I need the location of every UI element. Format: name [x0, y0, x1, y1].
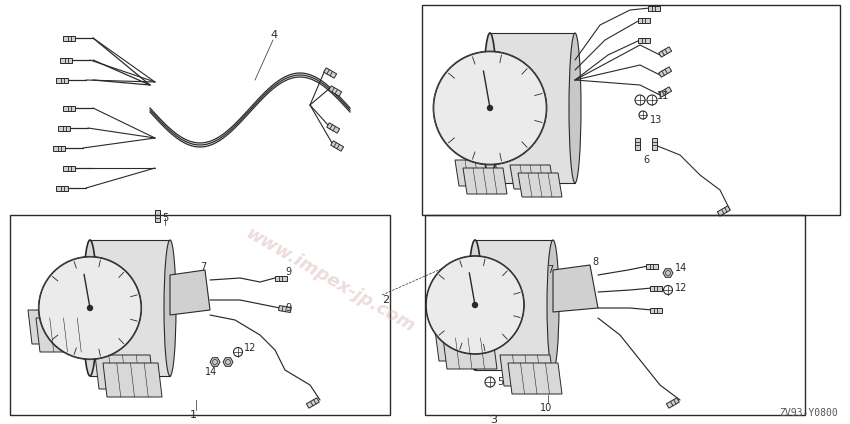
Polygon shape — [63, 165, 75, 170]
Text: 11: 11 — [657, 91, 669, 101]
Text: 5: 5 — [162, 213, 168, 223]
Polygon shape — [156, 210, 161, 222]
Text: 9: 9 — [285, 267, 291, 277]
Text: 10: 10 — [540, 403, 552, 413]
Polygon shape — [443, 338, 497, 369]
Ellipse shape — [164, 240, 176, 376]
Bar — [475, 240, 553, 370]
Polygon shape — [36, 318, 95, 352]
Ellipse shape — [483, 33, 497, 183]
Polygon shape — [170, 270, 210, 315]
Polygon shape — [455, 160, 499, 186]
Text: 6: 6 — [643, 155, 649, 165]
Text: 7: 7 — [547, 265, 553, 275]
Bar — [422, 5, 840, 215]
Polygon shape — [223, 358, 233, 366]
Polygon shape — [659, 87, 672, 97]
Polygon shape — [666, 398, 679, 408]
Polygon shape — [508, 363, 562, 394]
Polygon shape — [306, 398, 320, 408]
Ellipse shape — [569, 33, 581, 183]
Text: 5: 5 — [497, 377, 503, 387]
Polygon shape — [638, 37, 650, 42]
Polygon shape — [95, 355, 154, 389]
Text: 9: 9 — [285, 303, 291, 313]
Polygon shape — [63, 36, 75, 41]
Polygon shape — [103, 363, 162, 397]
Circle shape — [39, 257, 141, 359]
Text: 13: 13 — [650, 115, 662, 125]
Text: 2: 2 — [382, 295, 389, 305]
Polygon shape — [324, 68, 337, 78]
Polygon shape — [636, 138, 641, 150]
Text: 3: 3 — [490, 415, 497, 424]
Polygon shape — [650, 285, 662, 290]
Text: 8: 8 — [592, 257, 598, 267]
Circle shape — [88, 306, 93, 310]
Ellipse shape — [547, 240, 559, 370]
Polygon shape — [717, 206, 730, 216]
Polygon shape — [435, 330, 489, 361]
Polygon shape — [648, 6, 660, 11]
Circle shape — [434, 52, 547, 164]
Text: 7: 7 — [200, 262, 207, 272]
Polygon shape — [659, 67, 672, 77]
Polygon shape — [653, 138, 658, 150]
Text: www.impex-jp.com: www.impex-jp.com — [242, 224, 418, 336]
Text: 12: 12 — [244, 343, 257, 353]
Polygon shape — [500, 355, 554, 386]
Polygon shape — [279, 306, 292, 312]
Bar — [490, 33, 575, 183]
Polygon shape — [326, 123, 340, 133]
Circle shape — [426, 256, 524, 354]
Polygon shape — [63, 106, 75, 111]
Polygon shape — [510, 165, 554, 189]
Polygon shape — [56, 186, 68, 190]
Polygon shape — [28, 310, 87, 344]
Text: 14: 14 — [205, 367, 218, 377]
Text: ZV93-Y0800: ZV93-Y0800 — [779, 408, 838, 418]
Polygon shape — [463, 168, 507, 194]
Polygon shape — [659, 47, 672, 57]
Ellipse shape — [83, 240, 97, 376]
Bar — [425, 215, 805, 415]
Polygon shape — [331, 141, 343, 151]
Polygon shape — [663, 269, 673, 277]
Polygon shape — [53, 145, 65, 151]
Polygon shape — [210, 358, 220, 366]
Polygon shape — [650, 307, 662, 312]
Polygon shape — [518, 173, 562, 197]
Polygon shape — [638, 17, 650, 22]
Text: 1: 1 — [190, 410, 197, 420]
Polygon shape — [329, 86, 342, 96]
Circle shape — [488, 106, 492, 111]
Circle shape — [473, 302, 478, 307]
Polygon shape — [56, 78, 68, 83]
Polygon shape — [58, 126, 70, 131]
Polygon shape — [646, 263, 658, 268]
Polygon shape — [275, 276, 287, 281]
Bar — [90, 240, 170, 376]
Polygon shape — [553, 265, 598, 312]
Polygon shape — [60, 58, 72, 62]
Text: 12: 12 — [675, 283, 688, 293]
Ellipse shape — [468, 240, 482, 370]
Text: 4: 4 — [270, 30, 277, 40]
Text: 14: 14 — [675, 263, 688, 273]
Bar — [10, 215, 390, 415]
